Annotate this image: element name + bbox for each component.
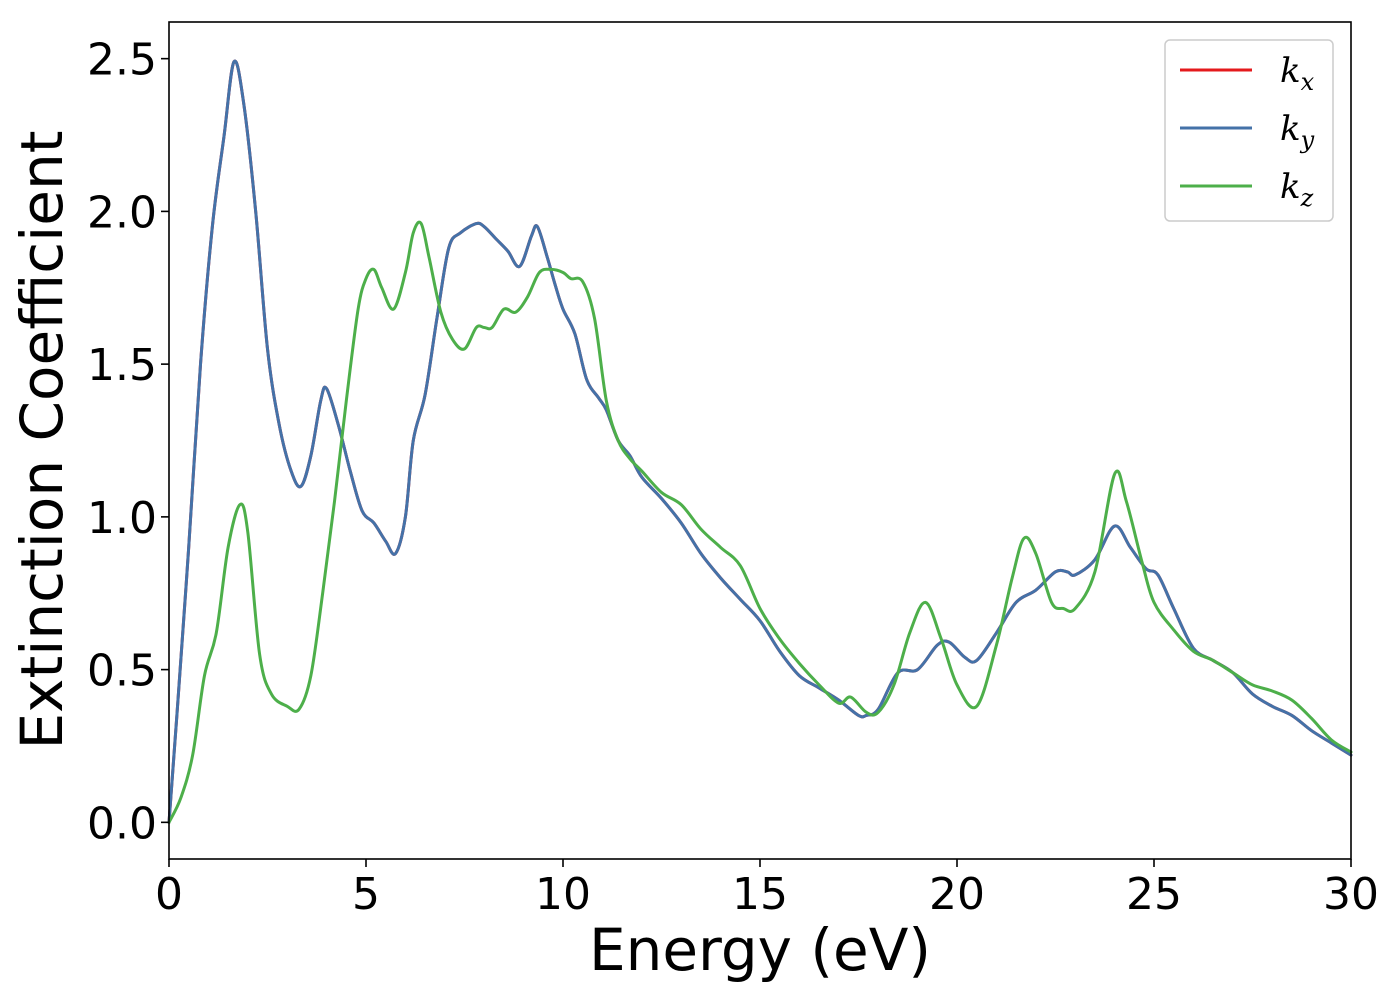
- x-axis-label: Energy (eV): [589, 916, 931, 984]
- x-tick-label: 25: [1126, 869, 1182, 920]
- y-tick-label: 0.5: [87, 646, 157, 697]
- x-tick-label: 10: [535, 869, 591, 920]
- y-tick-label: 1.5: [87, 340, 157, 391]
- y-axis-ticks: 0.0 0.5 1.0 1.5 2.0 2.5: [87, 35, 169, 849]
- y-tick-label: 1.0: [87, 493, 157, 544]
- plot-area: [169, 22, 1351, 859]
- series-line-z: [167, 220, 1353, 824]
- series-group: [167, 59, 1353, 824]
- x-axis-ticks: 0 5 10 15 20 25 30: [155, 859, 1379, 920]
- x-tick-label: 30: [1323, 869, 1379, 920]
- x-tick-label: 0: [155, 869, 183, 920]
- legend-frame: [1164, 39, 1334, 222]
- y-tick-label: 2.0: [87, 187, 157, 238]
- x-tick-label: 15: [732, 869, 788, 920]
- y-axis-label: Extinction Coefficient: [8, 131, 76, 750]
- x-tick-label: 5: [352, 869, 380, 920]
- x-tick-label: 20: [929, 869, 985, 920]
- series-line-y: [167, 59, 1353, 824]
- y-tick-label: 2.5: [87, 35, 157, 86]
- y-tick-label: 0.0: [87, 798, 157, 849]
